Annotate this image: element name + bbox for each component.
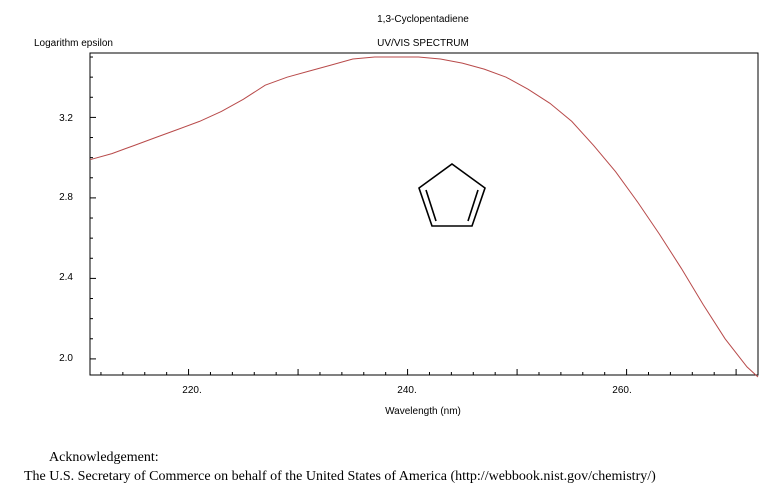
- chart-title: 1,3-Cyclopentadiene: [377, 14, 469, 25]
- y-axis-label: Logarithm epsilon: [34, 38, 113, 49]
- cyclopentadiene-structure: [418, 163, 486, 227]
- x-tick-label: 260.: [612, 385, 631, 396]
- y-tick-label: 2.8: [59, 192, 73, 203]
- x-tick-label: 220.: [182, 385, 201, 396]
- series-line: [89, 56, 759, 378]
- y-tick-label: 2.0: [59, 353, 73, 364]
- acknowledgement-heading: Acknowledgement:: [49, 450, 159, 465]
- y-tick-label: 2.4: [59, 272, 73, 283]
- x-axis-label: Wavelength (nm): [385, 406, 461, 417]
- plot-frame: [89, 52, 759, 376]
- chart-subtitle: UV/VIS SPECTRUM: [377, 38, 469, 49]
- axis-ticks: [90, 56, 759, 375]
- x-tick-label: 240.: [397, 385, 416, 396]
- acknowledgement-text: The U.S. Secretary of Commerce on behalf…: [24, 469, 656, 484]
- y-tick-label: 3.2: [59, 113, 73, 124]
